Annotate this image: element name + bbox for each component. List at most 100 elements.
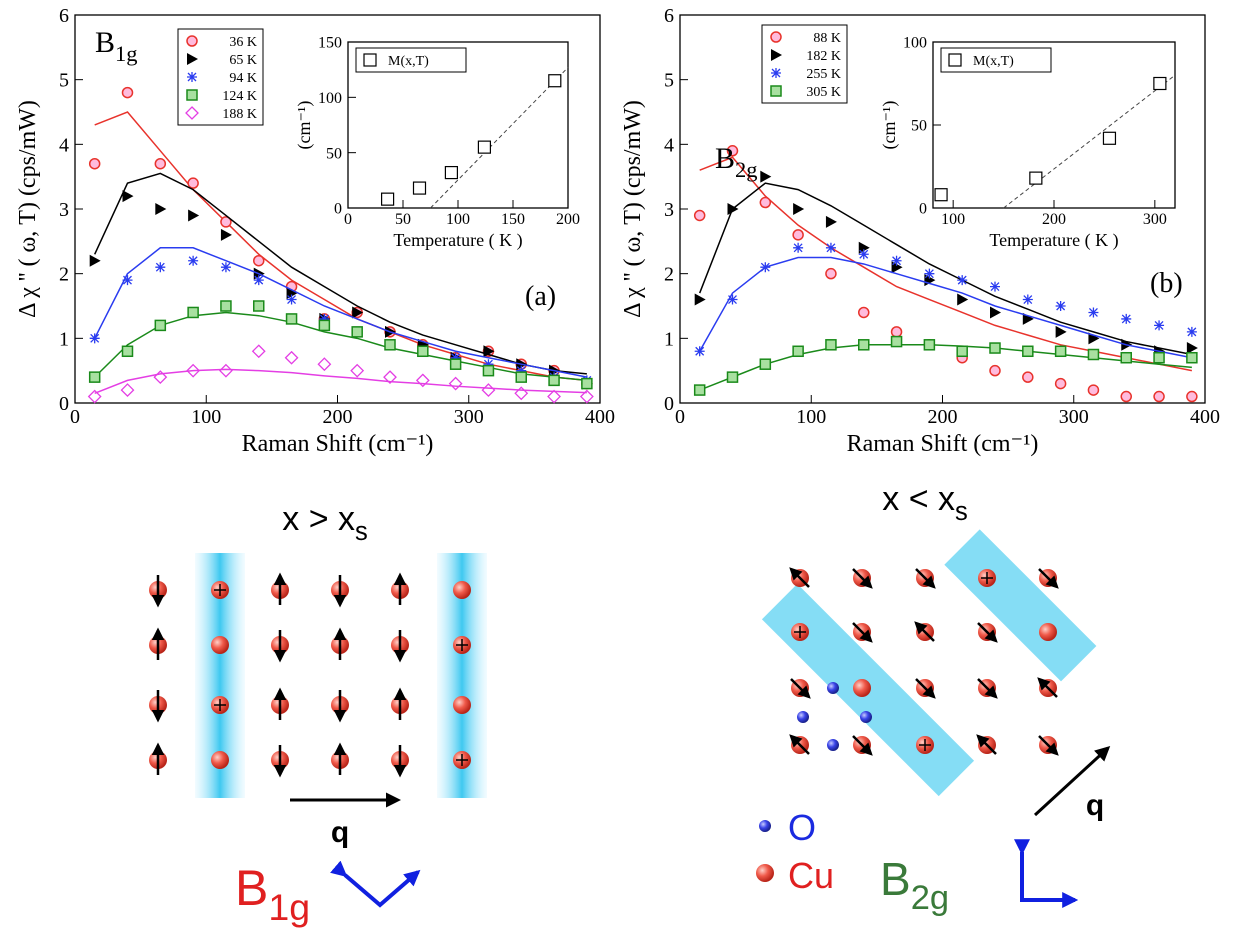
point (1088, 332, 1100, 345)
y-axis-label: (cm⁻¹) (879, 101, 900, 150)
y-tick-label: 4 (59, 134, 69, 156)
legend-label: M(x,T) (973, 54, 1014, 69)
trend-line (430, 67, 569, 209)
point (1186, 351, 1198, 364)
point (759, 196, 772, 209)
point (1022, 294, 1033, 305)
inset-chart: 100 200 300 0 50 100 Temperature ( K ) (cm⁻¹) M(… (879, 35, 1176, 251)
point (1120, 351, 1132, 364)
q-label: q (331, 816, 349, 849)
point (727, 203, 739, 215)
point (793, 203, 805, 215)
q-label: q (1086, 789, 1104, 822)
point (187, 177, 199, 189)
legend-label: 255 K (806, 67, 841, 82)
q-arrow (1033, 745, 1111, 817)
spin-arrow (977, 622, 998, 643)
o-atom (827, 739, 839, 751)
point (450, 352, 461, 363)
x-tick-label: 200 (928, 406, 958, 428)
point (548, 374, 560, 387)
point (793, 242, 804, 253)
point (284, 350, 299, 365)
plus-sign (981, 572, 993, 584)
y-axis-label: Δ χ '' ( ω, T) (cps/mW) (620, 100, 646, 318)
symmetry-label: B2g (880, 853, 949, 917)
legend-marker (187, 53, 198, 65)
cu-atom (853, 679, 871, 697)
o-atom (797, 711, 809, 723)
diagram-title-main: x > x (282, 500, 355, 538)
legend-label: 94 K (229, 71, 257, 86)
x-tick-label: 100 (191, 406, 221, 428)
point (694, 293, 706, 306)
y-tick-label: 5 (664, 70, 674, 92)
diagram-title-sub: s (955, 498, 968, 526)
point (890, 326, 903, 338)
cu-atom (453, 581, 471, 599)
legend-marker (770, 85, 782, 97)
chart-title-main: B (95, 26, 115, 59)
point (448, 376, 463, 391)
cu-atom (211, 751, 229, 769)
point (990, 281, 1000, 292)
point (1054, 345, 1067, 358)
point (825, 267, 837, 280)
point (890, 335, 903, 348)
point (155, 262, 166, 273)
legend-marker (363, 53, 377, 67)
legend-label: 88 K (813, 31, 841, 46)
point (1121, 313, 1132, 324)
point (693, 209, 706, 222)
spin-arrow (976, 734, 997, 755)
y-tick-label: 3 (664, 199, 674, 221)
point (351, 326, 363, 338)
point (1102, 131, 1117, 145)
spin-arrow (915, 678, 936, 699)
o-atom (827, 682, 839, 694)
point (825, 242, 836, 253)
x-tick-label: 400 (585, 406, 615, 428)
spin-arrow (789, 567, 810, 588)
point (350, 363, 365, 378)
spin-arrow (852, 622, 873, 643)
point (727, 294, 738, 305)
point (251, 344, 266, 359)
legend-label: Cu (788, 855, 834, 896)
symmetry-label-main: B (235, 860, 268, 916)
point (155, 203, 167, 215)
point (1120, 390, 1132, 403)
point (383, 370, 397, 385)
point (88, 371, 101, 383)
point (220, 262, 231, 273)
point (477, 140, 491, 154)
x-tick-label: 0 (70, 406, 80, 428)
point (153, 370, 168, 385)
point (286, 294, 297, 305)
chart-title-main: B (715, 142, 735, 175)
point (581, 377, 593, 390)
point (1022, 345, 1034, 358)
x-tick-label: 150 (501, 211, 525, 228)
point (1054, 377, 1067, 390)
point (1022, 312, 1034, 325)
fit-curve (699, 344, 1192, 391)
x-axis-label: Temperature ( K ) (393, 230, 522, 251)
spin-arrow (1037, 677, 1058, 698)
point (121, 86, 134, 99)
fit-curve (94, 368, 587, 394)
point (858, 249, 869, 260)
plus-sign (456, 639, 468, 651)
point (548, 74, 562, 88)
point (516, 365, 527, 376)
point (694, 346, 705, 357)
diagram-title-sub: s (355, 518, 368, 546)
plus-sign (456, 754, 468, 766)
cu-atom (1039, 623, 1057, 641)
point (219, 363, 233, 378)
spin-arrow (1038, 735, 1059, 756)
point (415, 373, 430, 388)
x-tick-label: 300 (1059, 406, 1089, 428)
point (990, 306, 1001, 319)
point (1153, 390, 1165, 403)
